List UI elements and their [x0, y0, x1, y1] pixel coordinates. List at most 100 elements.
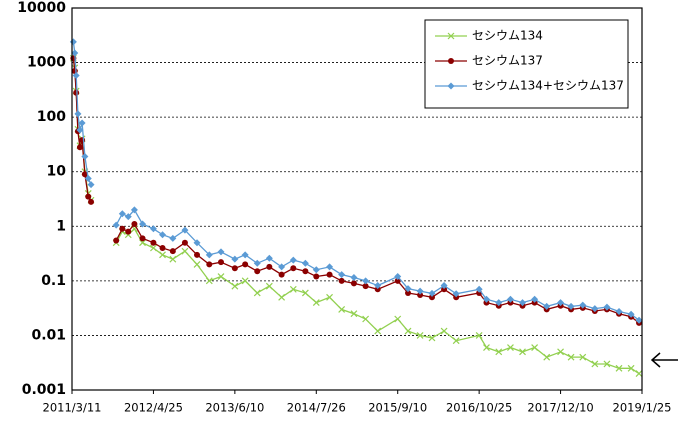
marker	[404, 285, 412, 293]
marker	[627, 364, 635, 372]
marker	[635, 370, 643, 377]
marker	[603, 360, 611, 368]
marker	[181, 247, 189, 255]
marker	[338, 271, 346, 279]
marker	[416, 287, 424, 295]
marker	[447, 82, 455, 90]
x-tick-label: 2012/4/25	[124, 401, 183, 415]
marker	[124, 213, 132, 221]
marker	[278, 293, 286, 301]
marker	[131, 221, 138, 228]
marker	[72, 71, 80, 79]
marker	[85, 193, 92, 200]
marker	[591, 360, 599, 368]
marker	[253, 259, 261, 267]
marker	[181, 239, 188, 246]
marker	[193, 261, 201, 268]
marker	[169, 248, 176, 255]
marker	[557, 299, 565, 307]
marker	[313, 273, 320, 280]
marker	[139, 235, 146, 242]
marker	[231, 255, 239, 263]
marker	[326, 271, 333, 278]
marker	[405, 289, 412, 296]
marker	[217, 248, 225, 256]
x-tick-label: 2013/6/10	[205, 401, 264, 415]
marker	[350, 274, 358, 282]
marker	[87, 181, 95, 189]
marker	[416, 332, 424, 339]
marker	[150, 239, 157, 246]
marker	[312, 266, 320, 274]
y-tick-label: 100	[37, 109, 66, 125]
marker	[615, 364, 623, 372]
marker	[326, 293, 333, 301]
legend: セシウム134 セシウム137 セシウム134+セシウム137	[424, 19, 629, 109]
marker	[326, 263, 334, 271]
marker	[567, 353, 575, 361]
marker	[495, 299, 503, 307]
marker	[78, 119, 86, 127]
marker	[543, 353, 551, 361]
marker	[506, 295, 514, 303]
marker	[217, 273, 225, 280]
marker	[557, 348, 564, 356]
marker	[231, 265, 238, 272]
marker	[441, 286, 448, 293]
marker	[567, 302, 575, 310]
marker	[440, 327, 448, 335]
marker	[635, 316, 643, 324]
legend-box	[424, 19, 629, 109]
y-tick-label: 1	[56, 218, 66, 234]
marker	[350, 310, 358, 318]
marker	[289, 256, 297, 264]
marker	[73, 89, 80, 96]
marker	[495, 348, 503, 356]
marker	[139, 220, 147, 228]
marker	[453, 294, 460, 301]
marker	[76, 126, 84, 134]
marker	[125, 228, 132, 235]
marker	[84, 175, 92, 183]
marker	[338, 277, 345, 284]
marker	[242, 261, 249, 268]
marker	[374, 282, 382, 290]
marker	[254, 268, 261, 275]
marker	[362, 283, 369, 290]
marker	[181, 226, 189, 234]
marker	[71, 49, 79, 57]
marker	[452, 290, 460, 298]
marker	[350, 280, 357, 287]
marker	[440, 282, 448, 290]
marker	[338, 305, 346, 313]
marker	[159, 231, 167, 239]
marker	[362, 315, 370, 323]
marker	[448, 58, 454, 64]
marker	[81, 153, 89, 161]
marker	[543, 302, 551, 310]
marker	[507, 344, 514, 351]
plot-frame	[71, 7, 643, 391]
marker	[139, 239, 146, 247]
marker	[193, 239, 201, 247]
marker	[265, 254, 273, 262]
marker	[475, 285, 483, 293]
y-tick-label: 10000	[17, 0, 66, 16]
marker	[290, 265, 297, 272]
legend-label: セシウム134+セシウム137	[472, 79, 624, 93]
marker	[615, 307, 623, 315]
pointer-arrow	[650, 352, 678, 368]
marker	[217, 259, 224, 266]
marker	[519, 299, 527, 307]
x-tick-label: 2019/1/25	[613, 401, 672, 415]
marker	[591, 305, 599, 313]
x-tick-label: 2014/7/26	[287, 401, 346, 415]
marker	[394, 277, 401, 284]
marker	[112, 221, 120, 229]
y-tick-label: 0.001	[22, 382, 66, 398]
marker	[159, 251, 166, 259]
x-tick-label: 2017/12/10	[527, 401, 593, 415]
marker	[482, 295, 490, 303]
plot	[69, 38, 643, 377]
marker	[159, 245, 166, 252]
